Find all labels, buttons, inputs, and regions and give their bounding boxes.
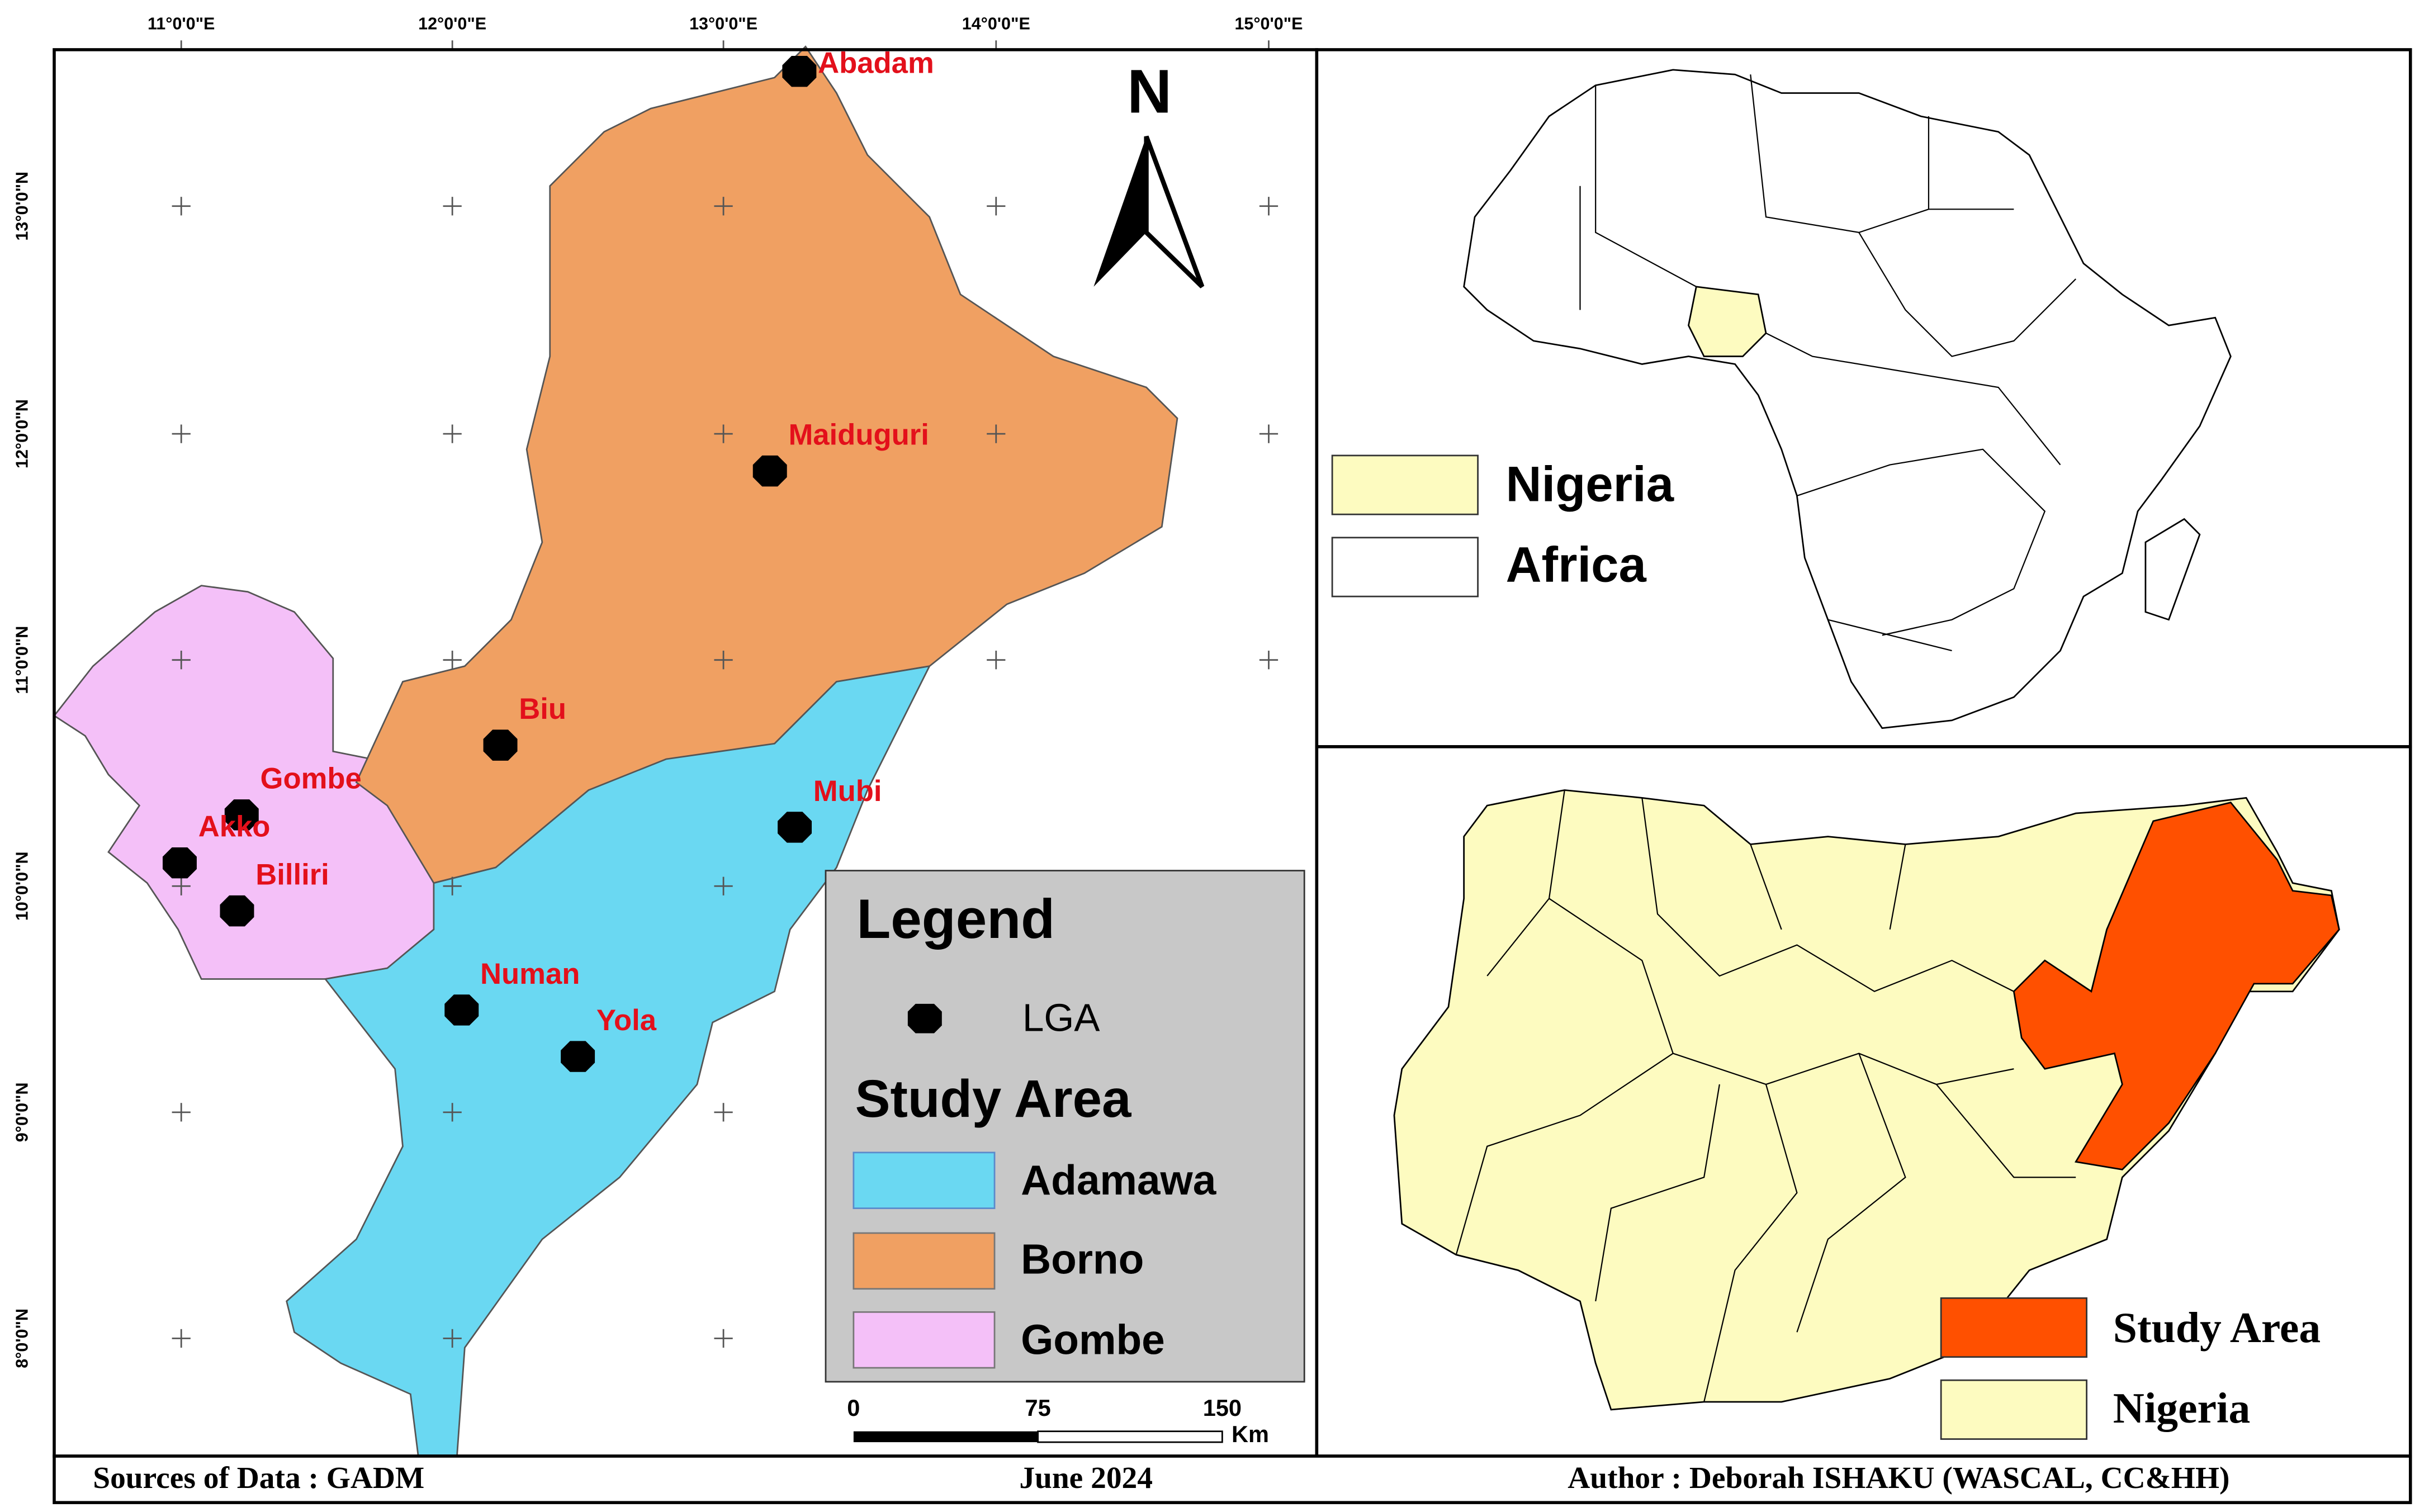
lon-label: 13°0'0"E [689, 15, 757, 34]
scale-unit: Km [1232, 1421, 1269, 1447]
footer-author: Author : Deborah ISHAKU (WASCAL, CC&HH) [1568, 1461, 2229, 1495]
lat-label: 8°0'0"N [13, 1309, 32, 1368]
africa-inset: Nigeria Africa [1315, 48, 2412, 748]
lga-point [752, 455, 787, 487]
legend-item: Gombe [1021, 1316, 1165, 1363]
lga-label: Biu [519, 693, 566, 726]
lga-point [561, 1041, 595, 1072]
lga-point [483, 729, 518, 761]
nigeria-in-africa [1687, 286, 1767, 357]
legend-swatch [1331, 454, 1479, 515]
lga-label: Gombe [261, 762, 362, 795]
north-label: N [1127, 57, 1172, 126]
footer-date: June 2024 [1019, 1461, 1153, 1495]
study-area [2013, 802, 2340, 1170]
madagascar [2144, 518, 2201, 621]
legend-item: Africa [1505, 537, 1646, 593]
lga-point [782, 55, 817, 87]
lga-label: Numan [480, 958, 580, 990]
lga-point [778, 812, 812, 843]
lon-label: 15°0'0"E [1234, 15, 1303, 34]
legend-swatch [853, 1151, 996, 1210]
lon-label: 11°0'0"E [148, 15, 215, 34]
lga-label: Akko [198, 810, 271, 843]
north-arrow-right [1144, 135, 1205, 288]
lga-point [162, 847, 197, 879]
lga-label: Mubi [813, 775, 882, 808]
legend-swatch [853, 1232, 996, 1290]
lat-label: 12°0'0"N [13, 399, 32, 468]
lat-label: 10°0'0"N [13, 851, 32, 921]
lga-label: Abadam [818, 47, 934, 80]
lga-point [220, 895, 254, 927]
legend-study-area: Study Area [855, 1069, 1131, 1128]
scale-label: 0 [847, 1395, 860, 1421]
africa-outline [1463, 69, 2232, 729]
legend-swatch [853, 1311, 996, 1369]
lat-label: 11°0'0"N [13, 626, 32, 694]
nigeria-inset: Study Area Nigeria [1315, 745, 2412, 1458]
lga-label: Billiri [255, 859, 329, 892]
lon-label: 12°0'0"E [418, 15, 486, 34]
lga-symbol [907, 1003, 942, 1034]
lat-label: 9°0'0"N [13, 1082, 32, 1142]
legend-lga: LGA [1022, 996, 1100, 1040]
legend-swatch [1940, 1379, 2087, 1440]
legend-title: Legend [856, 888, 1055, 950]
legend-item: Adamawa [1021, 1156, 1217, 1203]
legend-box [825, 870, 1305, 1383]
state-borders [1455, 790, 2076, 1402]
lga-point [444, 994, 479, 1026]
legend-swatch [1940, 1297, 2087, 1358]
scale-bar-light [1037, 1430, 1223, 1443]
north-arrow-left [1093, 136, 1147, 287]
legend-item: Nigeria [2113, 1384, 2251, 1432]
legend-swatch [1331, 537, 1479, 598]
main-map: 11°0'0"E 12°0'0"E 13°0'0"E 14°0'0"E 15°0'0"E… [13, 15, 1329, 1458]
legend-item: Study Area [2113, 1304, 2321, 1352]
lat-label: 13°0'0"N [13, 172, 32, 241]
lga-point [224, 799, 259, 831]
legend-item: Borno [1021, 1235, 1144, 1282]
legend-item: Nigeria [1505, 457, 1674, 512]
scale-label: 150 [1203, 1395, 1242, 1421]
footer-frame [53, 1454, 2412, 1504]
adamawa-state [286, 665, 931, 1457]
lon-label: 14°0'0"E [962, 15, 1030, 34]
lga-label: Maiduguri [788, 419, 929, 452]
scale-label: 75 [1025, 1395, 1050, 1421]
scale-bar-dark [853, 1431, 1038, 1443]
country-borders [1579, 74, 2076, 652]
footer-source: Sources of Data : GADM [93, 1461, 424, 1495]
lga-label: Yola [596, 1004, 657, 1037]
